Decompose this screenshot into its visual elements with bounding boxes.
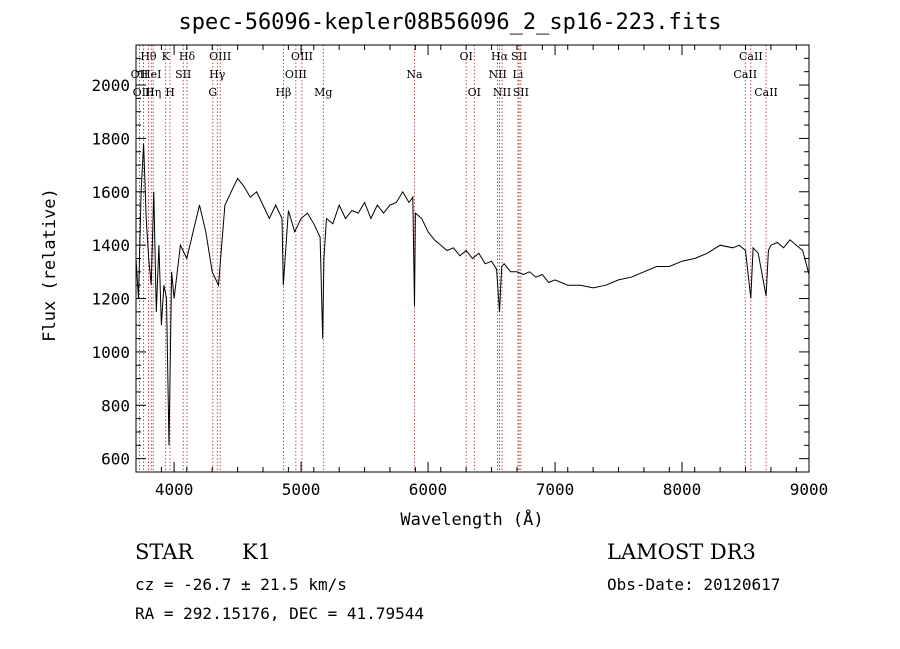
obs-date: Obs-Date: 20120617: [607, 575, 781, 594]
line-marker-label: CaII: [739, 50, 763, 63]
line-marker-label: SII: [175, 68, 191, 81]
y-tick-label: 1000: [91, 343, 130, 362]
x-tick-label: 6000: [409, 480, 448, 499]
line-marker-label: NII: [488, 68, 506, 81]
x-tick-label: 7000: [536, 480, 575, 499]
line-marker-label: Mg: [314, 86, 332, 99]
x-tick-label: 5000: [282, 480, 321, 499]
redshift-cz: cz = -26.7 ± 21.5 km/s: [135, 575, 347, 594]
line-marker-label: G: [208, 86, 217, 99]
line-marker-label: Hβ: [275, 86, 291, 99]
y-tick-label: 1600: [91, 183, 130, 202]
line-marker-label: OIII: [291, 50, 313, 63]
y-tick-label: 1400: [91, 236, 130, 255]
x-tick-label: 9000: [790, 480, 829, 499]
line-marker-label: OIII: [133, 86, 155, 99]
line-marker-label: Hγ: [209, 68, 226, 81]
line-marker-label: NII: [493, 86, 511, 99]
chart-title: spec-56096-kepler08B56096_2_sp16-223.fit…: [178, 10, 722, 35]
line-marker-label: OIII: [209, 50, 231, 63]
line-marker-label: H: [165, 86, 175, 99]
y-tick-label: 2000: [91, 76, 130, 95]
y-tick-label: 800: [101, 396, 130, 415]
y-tick-label: 1800: [91, 129, 130, 148]
x-tick-label: 8000: [663, 480, 702, 499]
ra-dec: RA = 292.15176, DEC = 41.79544: [135, 604, 424, 623]
line-marker-label: Hδ: [179, 50, 196, 63]
spectrum-series: [135, 143, 810, 446]
object-subclass: K1: [242, 540, 272, 564]
object-type: STAR: [135, 540, 194, 564]
line-marker-label: HeI: [141, 68, 161, 81]
line-marker-label: SII: [511, 50, 527, 63]
survey-name: LAMOST DR3: [607, 540, 756, 564]
y-tick-label: 600: [101, 450, 130, 469]
y-axis-label: Flux (relative): [40, 188, 60, 342]
line-marker-label: K: [162, 50, 171, 63]
line-marker-label: Hα: [491, 50, 509, 63]
y-tick-label: 1200: [91, 290, 130, 309]
line-marker-label: CaII: [754, 86, 778, 99]
line-marker-label: OI: [468, 86, 481, 99]
line-marker-label: SII: [513, 86, 529, 99]
line-marker-label: CaII: [733, 68, 757, 81]
line-marker-label: Na: [406, 68, 423, 81]
line-marker-label: Li: [513, 68, 524, 81]
spectrum-line: [135, 143, 810, 446]
axes: 4000 5000 6000 7000 8000 9000 600 800 1000 1200 14…: [91, 44, 829, 499]
line-marker-label: Hη: [145, 86, 161, 99]
x-axis-label: Wavelength (Å): [400, 510, 544, 530]
line-marker-label: OI: [459, 50, 472, 63]
line-marker-label: Hθ: [140, 50, 157, 63]
x-tick-label: 4000: [155, 480, 194, 499]
line-marker-label: OIII: [285, 68, 307, 81]
